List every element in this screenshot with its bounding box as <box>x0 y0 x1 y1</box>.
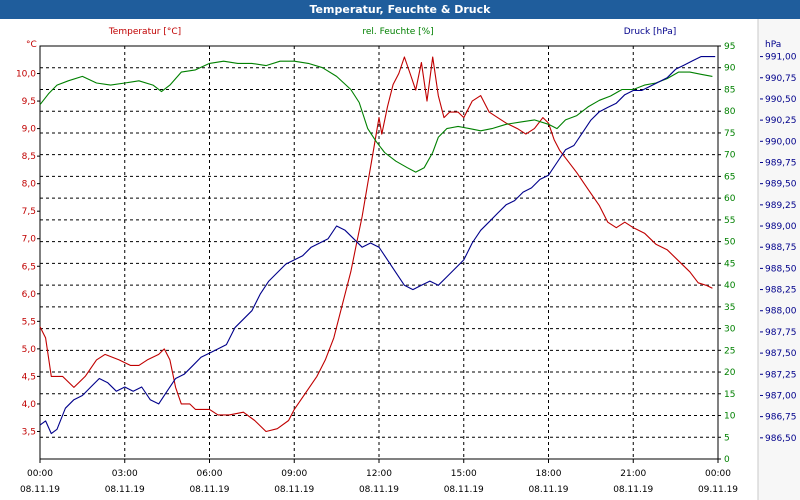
pressure-tick-label: 991,00 <box>765 53 797 63</box>
temperature-axis-label: Temperatur [°C] <box>108 27 181 37</box>
humidity-tick-label: 35 <box>724 303 735 313</box>
right-margin-strip <box>758 19 800 500</box>
chart-title: Temperatur, Feuchte & Druck <box>0 0 800 19</box>
temperature-tick-label: 6,0 <box>22 290 37 300</box>
temperature-tick-label: 8,0 <box>22 180 37 190</box>
x-tick-time: 12:00 <box>366 469 392 479</box>
pressure-tick-label: 988,00 <box>765 307 797 317</box>
x-tick-time: 00:00 <box>705 469 731 479</box>
pressure-tick-label: 988,25 <box>765 286 797 296</box>
plot-frame <box>39 19 759 500</box>
humidity-tick-label: 65 <box>724 172 735 182</box>
humidity-tick-label: 5 <box>724 433 730 443</box>
pressure-tick-label: 988,75 <box>765 243 797 253</box>
humidity-tick-label: 40 <box>724 281 736 291</box>
x-tick-time: 03:00 <box>112 469 138 479</box>
series-humidity-line <box>39 60 713 173</box>
pressure-tick-label: 988,50 <box>765 264 797 274</box>
x-tick-time: 00:00 <box>27 469 53 479</box>
pressure-tick-label: 986,75 <box>765 413 797 423</box>
series-temperature-line <box>39 56 713 433</box>
humidity-tick-label: 20 <box>724 368 736 378</box>
humidity-tick-label: 75 <box>724 129 735 139</box>
temperature-tick-label: 7,0 <box>22 235 37 245</box>
pressure-tick-label: 987,75 <box>765 328 797 338</box>
humidity-tick-label: 70 <box>724 151 736 161</box>
x-tick-date: 09.11.19 <box>698 485 738 495</box>
temperature-tick-label: 5,5 <box>22 317 36 327</box>
humidity-tick-label: 10 <box>724 412 736 422</box>
humidity-axis-label: rel. Feuchte [%] <box>362 27 433 37</box>
pressure-tick-label: 990,75 <box>765 74 797 84</box>
pressure-tick-label: 987,50 <box>765 349 797 359</box>
pressure-tick-labels: 986,50 986,75 987,00 987,25 987,50 987,75 988,… <box>760 53 797 444</box>
temperature-tick-label: 9,0 <box>22 125 37 135</box>
temperature-tick-label: 10,0 <box>16 70 36 80</box>
temperature-tick-labels: 3,5 4,0 4,5 5,0 5,5 6,0 6,5 7,0 7,5 8,0 8,5 9,0 9,5 1… <box>16 70 40 437</box>
temperature-tick-label: 3,5 <box>22 427 36 437</box>
series-lines <box>39 56 716 435</box>
pressure-tick-label: 990,50 <box>765 95 797 105</box>
x-tick-time: 15:00 <box>451 469 477 479</box>
humidity-tick-label: 30 <box>724 325 736 335</box>
x-tick-date: 08.11.19 <box>444 485 484 495</box>
humidity-tick-label: 45 <box>724 259 735 269</box>
x-tick-date: 08.11.19 <box>528 485 568 495</box>
x-tick-date: 08.11.19 <box>20 485 60 495</box>
pressure-tick-label: 986,50 <box>765 434 797 444</box>
pressure-tick-label: 989,00 <box>765 222 797 232</box>
temperature-tick-label: 7,5 <box>22 207 36 217</box>
pressure-tick-label: 989,50 <box>765 180 797 190</box>
humidity-tick-labels: 0 5 10 15 20 25 30 35 40 45 50 55 60 65 70 75 80 85 90 95 <box>718 42 736 465</box>
pressure-unit-label: hPa <box>765 40 781 50</box>
pressure-axis-label: Druck [hPa] <box>624 27 677 37</box>
temperature-unit-label: °C <box>26 40 37 50</box>
pressure-tick-label: 987,25 <box>765 370 797 380</box>
x-tick-date: 08.11.19 <box>189 485 229 495</box>
temperature-tick-label: 9,5 <box>22 97 36 107</box>
pressure-tick-label: 987,00 <box>765 391 797 401</box>
series-pressure-line <box>39 56 716 435</box>
x-tick-time: 21:00 <box>620 469 646 479</box>
x-tick-labels: 00:00 08.11.19 03:00 08.11.19 06:00 08.11.19 0… <box>20 459 738 495</box>
x-tick-date: 08.11.19 <box>274 485 314 495</box>
pressure-tick-label: 989,25 <box>765 201 797 211</box>
x-tick-date: 08.11.19 <box>613 485 653 495</box>
pressure-tick-label: 989,75 <box>765 158 797 168</box>
humidity-tick-label: 90 <box>724 64 736 74</box>
temperature-tick-label: 4,0 <box>22 400 37 410</box>
humidity-tick-label: 15 <box>724 390 735 400</box>
humidity-tick-label: 0 <box>724 455 730 465</box>
x-tick-time: 09:00 <box>281 469 307 479</box>
humidity-tick-label: 60 <box>724 194 736 204</box>
humidity-tick-label: 50 <box>724 238 736 248</box>
humidity-tick-label: 80 <box>724 107 736 117</box>
x-tick-time: 06:00 <box>197 469 223 479</box>
pressure-tick-label: 990,00 <box>765 137 797 147</box>
humidity-tick-label: 25 <box>724 346 735 356</box>
x-tick-time: 18:00 <box>536 469 562 479</box>
x-tick-date: 08.11.19 <box>105 485 145 495</box>
humidity-tick-label: 85 <box>724 85 735 95</box>
humidity-tick-label: 95 <box>724 42 735 52</box>
temperature-tick-label: 8,5 <box>22 152 36 162</box>
humidity-tick-label: 55 <box>724 216 735 226</box>
axis-headers: Temperatur [°C] °C rel. Feuchte [%] Druck [… <box>26 27 781 50</box>
temperature-tick-label: 5,0 <box>22 345 37 355</box>
temperature-tick-label: 4,5 <box>22 372 36 382</box>
temperature-tick-label: 6,5 <box>22 262 36 272</box>
pressure-tick-label: 990,25 <box>765 116 797 126</box>
x-tick-date: 08.11.19 <box>359 485 399 495</box>
grid-lines <box>40 46 718 459</box>
